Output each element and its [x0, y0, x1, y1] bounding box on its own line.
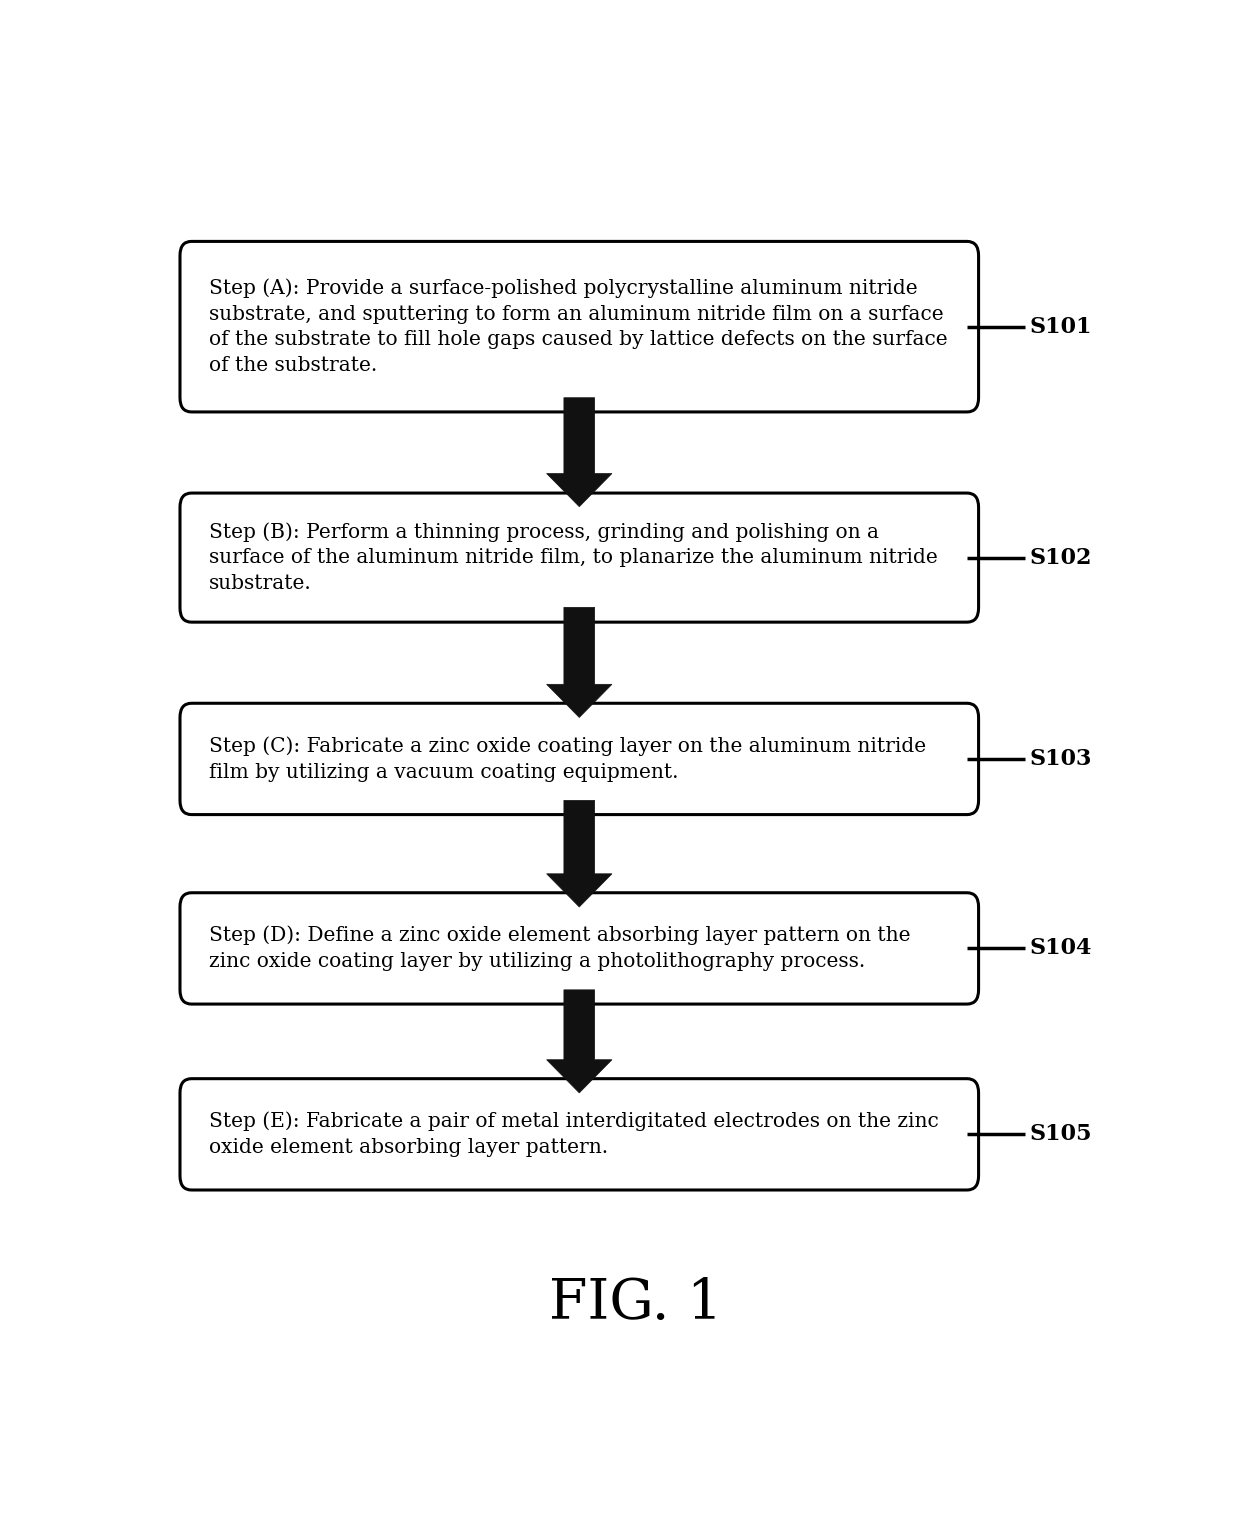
Text: FIG. 1: FIG. 1	[549, 1277, 722, 1330]
Text: Step (D): Define a zinc oxide element absorbing layer pattern on the
zinc oxide : Step (D): Define a zinc oxide element ab…	[208, 926, 910, 970]
Polygon shape	[547, 990, 613, 1094]
Text: S104: S104	[1029, 937, 1092, 960]
Text: Step (C): Fabricate a zinc oxide coating layer on the aluminum nitride
film by u: Step (C): Fabricate a zinc oxide coating…	[208, 737, 926, 781]
Text: S103: S103	[1029, 747, 1092, 771]
Text: Step (B): Perform a thinning process, grinding and polishing on a
surface of the: Step (B): Perform a thinning process, gr…	[208, 521, 937, 594]
FancyBboxPatch shape	[180, 1078, 978, 1190]
FancyBboxPatch shape	[180, 241, 978, 412]
Polygon shape	[547, 608, 613, 717]
FancyBboxPatch shape	[180, 892, 978, 1004]
Polygon shape	[547, 800, 613, 907]
Text: Step (A): Provide a surface-polished polycrystalline aluminum nitride
substrate,: Step (A): Provide a surface-polished pol…	[208, 278, 947, 375]
Polygon shape	[547, 398, 613, 506]
Text: Step (E): Fabricate a pair of metal interdigitated electrodes on the zinc
oxide : Step (E): Fabricate a pair of metal inte…	[208, 1112, 939, 1157]
FancyBboxPatch shape	[180, 494, 978, 623]
Text: S105: S105	[1029, 1123, 1092, 1146]
Text: S102: S102	[1029, 546, 1092, 569]
FancyBboxPatch shape	[180, 703, 978, 815]
Text: S101: S101	[1029, 315, 1092, 338]
